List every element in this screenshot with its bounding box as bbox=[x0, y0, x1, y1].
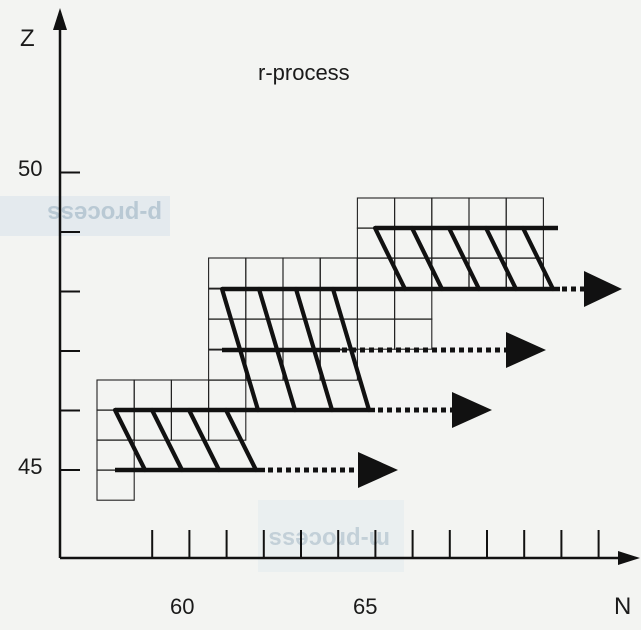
grid-cell bbox=[96, 469, 135, 501]
grid-cell bbox=[505, 197, 544, 229]
grid-cell bbox=[394, 288, 433, 320]
decay-slant-8 bbox=[372, 225, 408, 292]
grid-cell bbox=[431, 197, 470, 229]
grid-cell bbox=[356, 288, 396, 320]
x-axis-label: N bbox=[614, 593, 631, 620]
decay-slant-4 bbox=[219, 286, 261, 413]
grid-cell bbox=[468, 197, 507, 229]
flow-arrow-head-0 bbox=[358, 452, 398, 488]
y-tick-label-50: 50 bbox=[18, 156, 42, 181]
m-process-ghost-label: m-process bbox=[269, 526, 390, 553]
grid-cell bbox=[356, 318, 396, 350]
x-axis-arrowhead bbox=[618, 551, 640, 565]
x-tick-label-65: 65 bbox=[353, 594, 377, 619]
reaction-paths bbox=[115, 225, 560, 473]
grid-cell bbox=[319, 257, 358, 289]
axes bbox=[53, 8, 640, 565]
decay-slant-0 bbox=[112, 407, 148, 473]
x-axis-ticks bbox=[151, 530, 600, 558]
decay-slant-10 bbox=[446, 225, 482, 292]
decay-slant-1 bbox=[149, 407, 185, 473]
grid-cell bbox=[96, 379, 135, 411]
y-axis-label: Z bbox=[20, 25, 35, 52]
grid-cell bbox=[96, 439, 135, 471]
grid-cell bbox=[394, 318, 433, 350]
y-axis-ticks bbox=[60, 171, 80, 471]
decay-slant-6 bbox=[293, 286, 335, 413]
decay-slant-5 bbox=[256, 286, 298, 413]
decay-slant-9 bbox=[409, 225, 445, 292]
grid-cell bbox=[319, 318, 358, 350]
x-tick-label-60: 60 bbox=[170, 594, 194, 619]
diagram-title: r-process bbox=[258, 60, 350, 85]
flow-arrow-head-1 bbox=[452, 392, 492, 428]
grid-cell bbox=[356, 257, 396, 289]
decay-slant-12 bbox=[520, 225, 556, 292]
grid-cell bbox=[170, 379, 210, 411]
y-axis-arrowhead bbox=[53, 8, 67, 30]
decay-slant-2 bbox=[186, 407, 222, 473]
grid-cell bbox=[319, 257, 358, 289]
grid-cell bbox=[282, 257, 321, 289]
background-marks: p-process m-process bbox=[0, 196, 404, 572]
p-process-ghost-label: p-process bbox=[47, 200, 162, 227]
grid-cell bbox=[245, 257, 284, 289]
decay-slants bbox=[112, 225, 556, 473]
grid-cell bbox=[133, 379, 172, 411]
decay-slant-3 bbox=[223, 407, 259, 473]
grid-cell bbox=[208, 379, 247, 411]
y-tick-label-45: 45 bbox=[18, 454, 42, 479]
flow-arrows bbox=[268, 271, 622, 488]
flow-arrow-head-2 bbox=[506, 332, 546, 368]
grid-cell bbox=[208, 257, 247, 289]
decay-slant-11 bbox=[483, 225, 519, 292]
grid-cell bbox=[356, 197, 396, 229]
flow-arrow-head-3 bbox=[584, 271, 622, 307]
grid-cell bbox=[394, 197, 433, 229]
grid-cell bbox=[356, 257, 396, 289]
